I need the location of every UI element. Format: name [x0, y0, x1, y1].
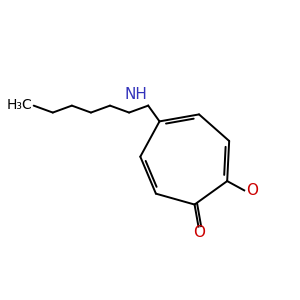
Text: O: O — [194, 225, 206, 240]
Text: O: O — [246, 183, 258, 198]
Text: H₃C: H₃C — [6, 98, 32, 112]
Text: NH: NH — [124, 87, 147, 102]
